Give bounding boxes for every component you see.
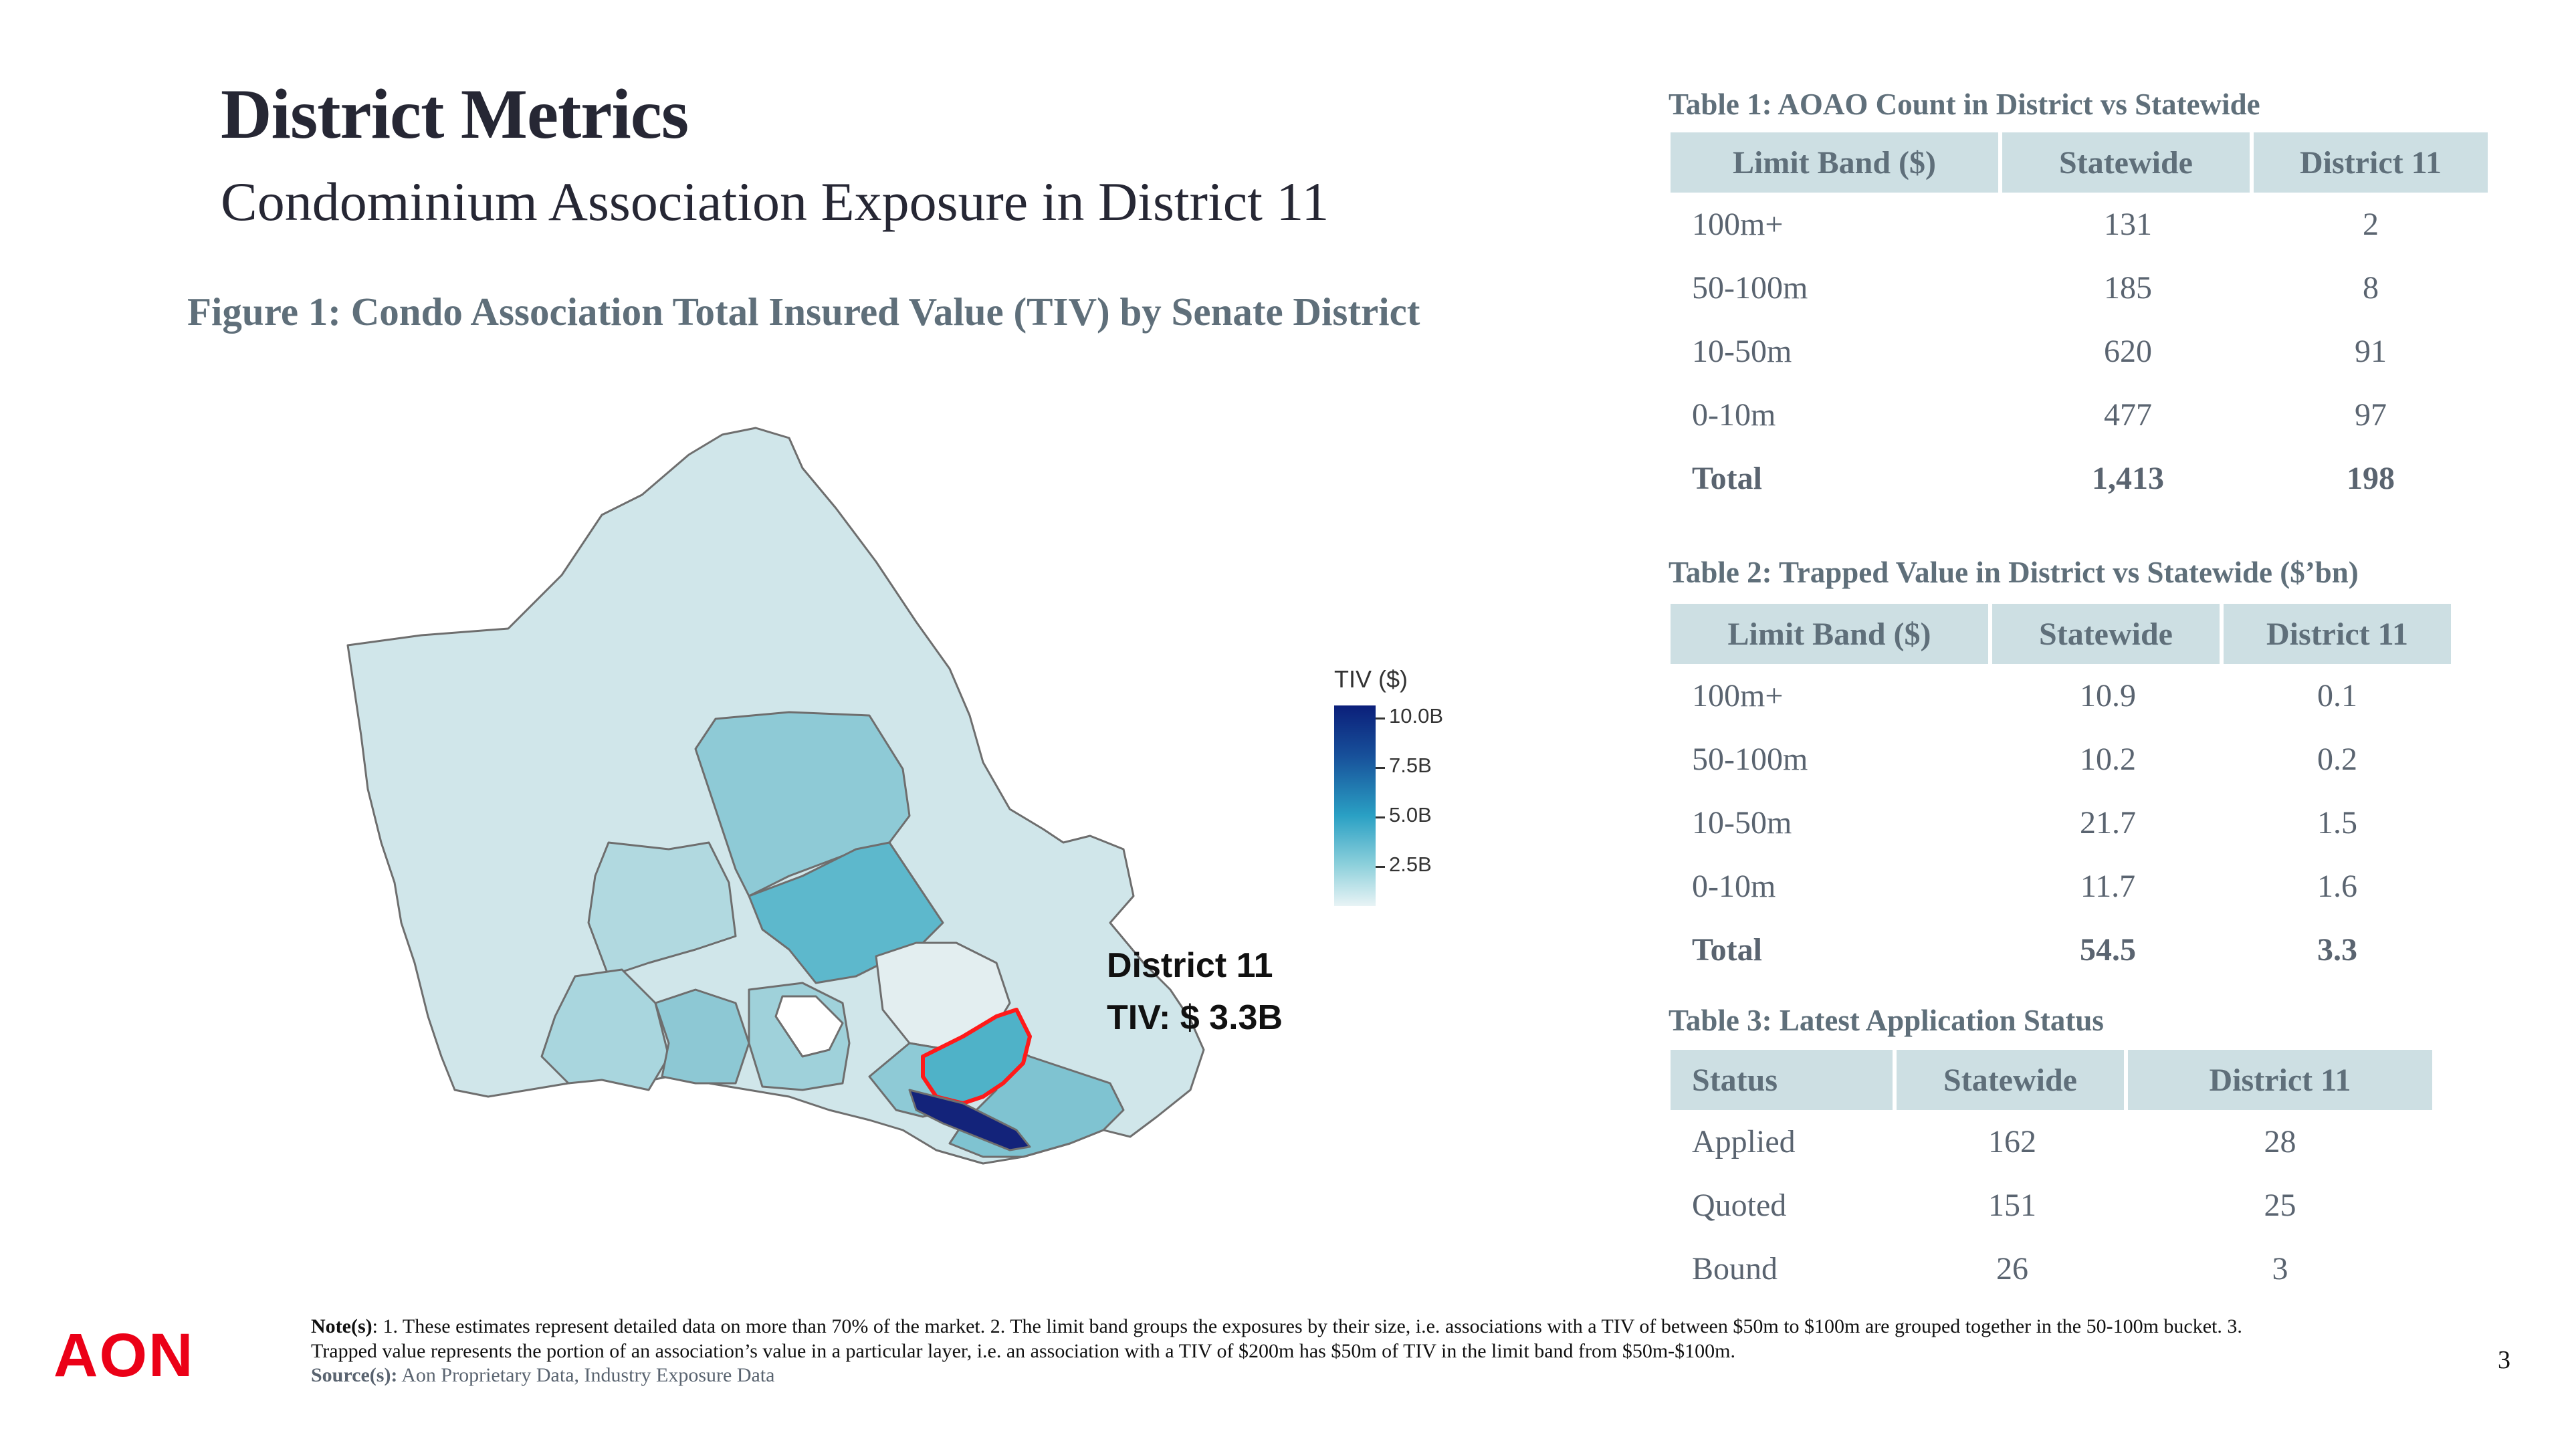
table-row: 50-100m 10.2 0.2: [1671, 728, 2451, 791]
table-row: 100m+ 131 2: [1671, 193, 2488, 256]
table-cell: 10.2: [2080, 742, 2136, 777]
footnote-text: : 1. These estimates represent detailed …: [311, 1315, 2242, 1362]
page-title: District Metrics: [221, 75, 689, 153]
legend-label: 10.0B: [1389, 704, 1444, 728]
table-cell: 620: [2104, 334, 2152, 369]
district-map: [346, 427, 1205, 1165]
table-cell: 50-100m: [1692, 270, 1808, 306]
table-cell: 198: [2347, 461, 2395, 496]
table-row: 10-50m 21.7 1.5: [1671, 791, 2451, 855]
table-cell: 8: [2363, 270, 2379, 306]
footnote: Note(s): 1. These estimates represent de…: [311, 1314, 2250, 1363]
table-row: Quoted 151 25: [1671, 1174, 2432, 1237]
table-row: 0-10m 11.7 1.6: [1671, 855, 2451, 918]
table3-header: Statewide: [1897, 1050, 2128, 1110]
table-cell: 26: [1996, 1251, 2028, 1287]
table-cell: 100m+: [1692, 678, 1784, 713]
table-cell: 151: [1988, 1188, 2036, 1223]
table-cell: 21.7: [2080, 805, 2136, 841]
table-cell: Quoted: [1692, 1188, 1787, 1223]
table-cell: 0-10m: [1692, 397, 1776, 433]
table1-caption: Table 1: AOAO Count in District vs State…: [1669, 88, 2260, 121]
legend-tick: [1376, 866, 1385, 868]
table2-caption: Table 2: Trapped Value in District vs St…: [1669, 556, 2359, 589]
table-row: 50-100m 185 8: [1671, 256, 2488, 320]
source-label: Source(s):: [311, 1364, 398, 1386]
table-cell: 10.9: [2080, 678, 2136, 713]
map-district-11: [921, 1008, 1032, 1105]
map-district-ewa: [654, 988, 750, 1085]
table-cell: 1.5: [2317, 805, 2357, 841]
table1-header: District 11: [2254, 132, 2488, 193]
table-cell: Total: [1692, 461, 1762, 496]
district-11-callout: District 11 TIV: $ 3.3B: [1107, 939, 1283, 1044]
district-11-tiv: TIV: $ 3.3B: [1107, 998, 1283, 1037]
legend-tick: [1376, 717, 1385, 719]
table-cell: 3: [2272, 1251, 2288, 1287]
table-cell: 0.1: [2317, 678, 2357, 713]
table-cell: 97: [2355, 397, 2387, 433]
figure-caption: Figure 1: Condo Association Total Insure…: [187, 290, 1420, 334]
table-cell: Total: [1692, 932, 1762, 968]
table-cell: 10-50m: [1692, 334, 1792, 369]
table1: Limit Band ($) Statewide District 11 100…: [1671, 132, 2488, 510]
legend-label: 7.5B: [1389, 754, 1432, 777]
table3-header: Status: [1671, 1050, 1897, 1110]
source-text: Aon Proprietary Data, Industry Exposure …: [397, 1364, 775, 1386]
legend-tick: [1376, 816, 1385, 818]
table-cell: 0-10m: [1692, 869, 1776, 904]
table-cell: 25: [2264, 1188, 2296, 1223]
table1-header: Limit Band ($): [1671, 132, 2002, 193]
map-harbor-water: [774, 995, 844, 1058]
table-cell: 28: [2264, 1124, 2296, 1159]
map-district-leeward: [540, 968, 670, 1091]
table-cell: 0.2: [2317, 742, 2357, 777]
table2-header: Limit Band ($): [1671, 604, 1992, 664]
table-cell: 1.6: [2317, 869, 2357, 904]
table-cell: 185: [2104, 270, 2152, 306]
table-row: 100m+ 10.9 0.1: [1671, 664, 2451, 728]
table-total-row: Total 1,413 198: [1671, 447, 2488, 510]
table-cell: 477: [2104, 397, 2152, 433]
page-number: 3: [2498, 1346, 2510, 1374]
table-cell: 162: [1988, 1124, 2036, 1159]
legend-colorbar: [1334, 705, 1376, 906]
aon-logo: AON: [53, 1321, 195, 1390]
table-row: Applied 162 28: [1671, 1110, 2432, 1174]
table2-header: Statewide: [1992, 604, 2224, 664]
map-district-west-central: [587, 841, 737, 978]
table-cell: 1,413: [2092, 461, 2164, 496]
table3-caption: Table 3: Latest Application Status: [1669, 1004, 2104, 1037]
legend-label: 2.5B: [1389, 853, 1432, 876]
district-11-name: District 11: [1107, 946, 1273, 985]
table3: Status Statewide District 11 Applied 162…: [1671, 1050, 2432, 1301]
map-district-downtown: [908, 1089, 1031, 1151]
page-subtitle: Condominium Association Exposure in Dist…: [221, 171, 1329, 232]
table-cell: 2: [2363, 207, 2379, 242]
table-cell: Applied: [1692, 1124, 1796, 1159]
table-cell: Bound: [1692, 1251, 1778, 1287]
table-row: 10-50m 620 91: [1671, 320, 2488, 383]
table3-header: District 11: [2128, 1050, 2432, 1110]
legend-label: 5.0B: [1389, 803, 1432, 826]
source-note: Source(s): Aon Proprietary Data, Industr…: [311, 1364, 774, 1387]
table-row: 0-10m 477 97: [1671, 383, 2488, 447]
table-cell: 3.3: [2317, 932, 2357, 968]
footnote-label: Note(s): [311, 1315, 372, 1337]
table-cell: 91: [2355, 334, 2387, 369]
table-total-row: Total 54.5 3.3: [1671, 918, 2451, 982]
table-cell: 11.7: [2080, 869, 2136, 904]
table2-header: District 11: [2224, 604, 2451, 664]
legend-title: TIV ($): [1334, 665, 1408, 693]
table-cell: 10-50m: [1692, 805, 1792, 841]
table-cell: 100m+: [1692, 207, 1784, 242]
table-cell: 131: [2104, 207, 2152, 242]
table-cell: 54.5: [2080, 932, 2136, 968]
table1-header: Statewide: [2002, 132, 2254, 193]
table-cell: 50-100m: [1692, 742, 1808, 777]
legend-tick: [1376, 767, 1385, 769]
table2: Limit Band ($) Statewide District 11 100…: [1671, 604, 2451, 982]
table-row: Bound 26 3: [1671, 1237, 2432, 1301]
